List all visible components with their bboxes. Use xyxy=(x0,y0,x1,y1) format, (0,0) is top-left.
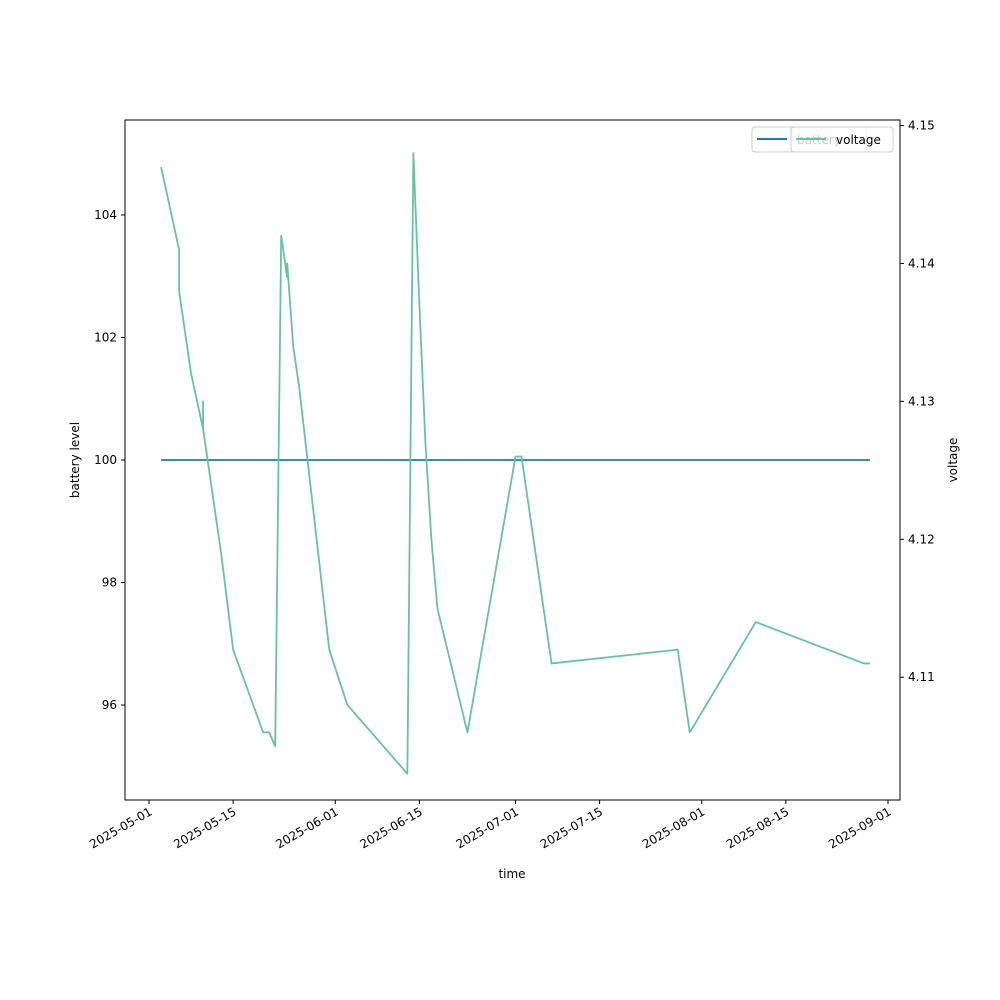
y-right-tick-label: 4.11 xyxy=(908,670,935,684)
y-left-tick-label: 104 xyxy=(94,208,117,222)
legend-right-label: voltage xyxy=(836,133,881,147)
y-axis-left-label: battery level xyxy=(68,422,82,498)
y-right-tick-label: 4.14 xyxy=(908,256,935,270)
y-left-tick-label: 98 xyxy=(102,576,117,590)
y-left-tick-label: 102 xyxy=(94,330,117,344)
series-line-voltage xyxy=(160,152,870,775)
y-left-tick-label: 100 xyxy=(94,453,117,467)
y-axis-right-label: voltage xyxy=(946,438,960,483)
x-axis-label: time xyxy=(498,867,525,881)
legend-right: voltage xyxy=(790,126,894,153)
y-right-tick-label: 4.12 xyxy=(908,532,935,546)
y-left-tick-label: 96 xyxy=(102,698,117,712)
legend-right-frame xyxy=(790,126,894,153)
lines-layer xyxy=(160,152,870,775)
y-right-tick-label: 4.15 xyxy=(908,119,935,133)
y-right-tick-label: 4.13 xyxy=(908,394,935,408)
